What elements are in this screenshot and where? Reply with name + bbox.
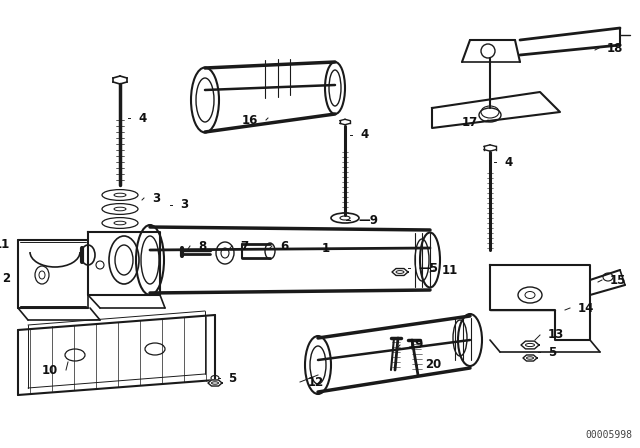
Text: 12: 12 <box>308 375 324 388</box>
Polygon shape <box>392 268 408 276</box>
Polygon shape <box>432 92 560 128</box>
Ellipse shape <box>102 218 138 228</box>
Text: 17: 17 <box>461 116 478 129</box>
Text: 3: 3 <box>180 198 188 211</box>
Ellipse shape <box>221 248 229 258</box>
Text: 15: 15 <box>610 273 627 287</box>
Ellipse shape <box>196 78 214 122</box>
Ellipse shape <box>114 193 126 197</box>
Ellipse shape <box>325 62 345 114</box>
Text: 20: 20 <box>425 358 441 371</box>
Text: 3: 3 <box>152 191 160 204</box>
Ellipse shape <box>114 207 126 211</box>
Text: 8: 8 <box>198 240 206 253</box>
Polygon shape <box>208 380 222 386</box>
Text: —9: —9 <box>358 214 378 227</box>
Text: 4: 4 <box>504 155 512 168</box>
Ellipse shape <box>310 346 326 384</box>
Text: 18: 18 <box>607 42 623 55</box>
Text: 00005998: 00005998 <box>585 430 632 440</box>
Text: 11: 11 <box>442 263 458 276</box>
Text: 4: 4 <box>360 129 368 142</box>
Text: 7: 7 <box>240 240 248 253</box>
Text: —5: —5 <box>418 262 438 275</box>
Text: 13: 13 <box>548 328 564 341</box>
Text: 1: 1 <box>322 241 330 254</box>
Text: 5: 5 <box>228 371 236 384</box>
Text: 16: 16 <box>242 113 258 126</box>
Text: 11: 11 <box>0 238 10 251</box>
Ellipse shape <box>141 236 159 284</box>
Text: 4: 4 <box>138 112 147 125</box>
Polygon shape <box>521 341 539 349</box>
Text: 14: 14 <box>578 302 595 314</box>
Text: 6: 6 <box>280 240 288 253</box>
Ellipse shape <box>102 190 138 200</box>
Ellipse shape <box>114 221 126 225</box>
Text: 19: 19 <box>408 339 424 352</box>
Ellipse shape <box>102 203 138 215</box>
Text: 2: 2 <box>2 271 10 284</box>
Polygon shape <box>523 355 537 361</box>
Text: 10: 10 <box>42 363 58 376</box>
Text: 5: 5 <box>548 345 556 358</box>
